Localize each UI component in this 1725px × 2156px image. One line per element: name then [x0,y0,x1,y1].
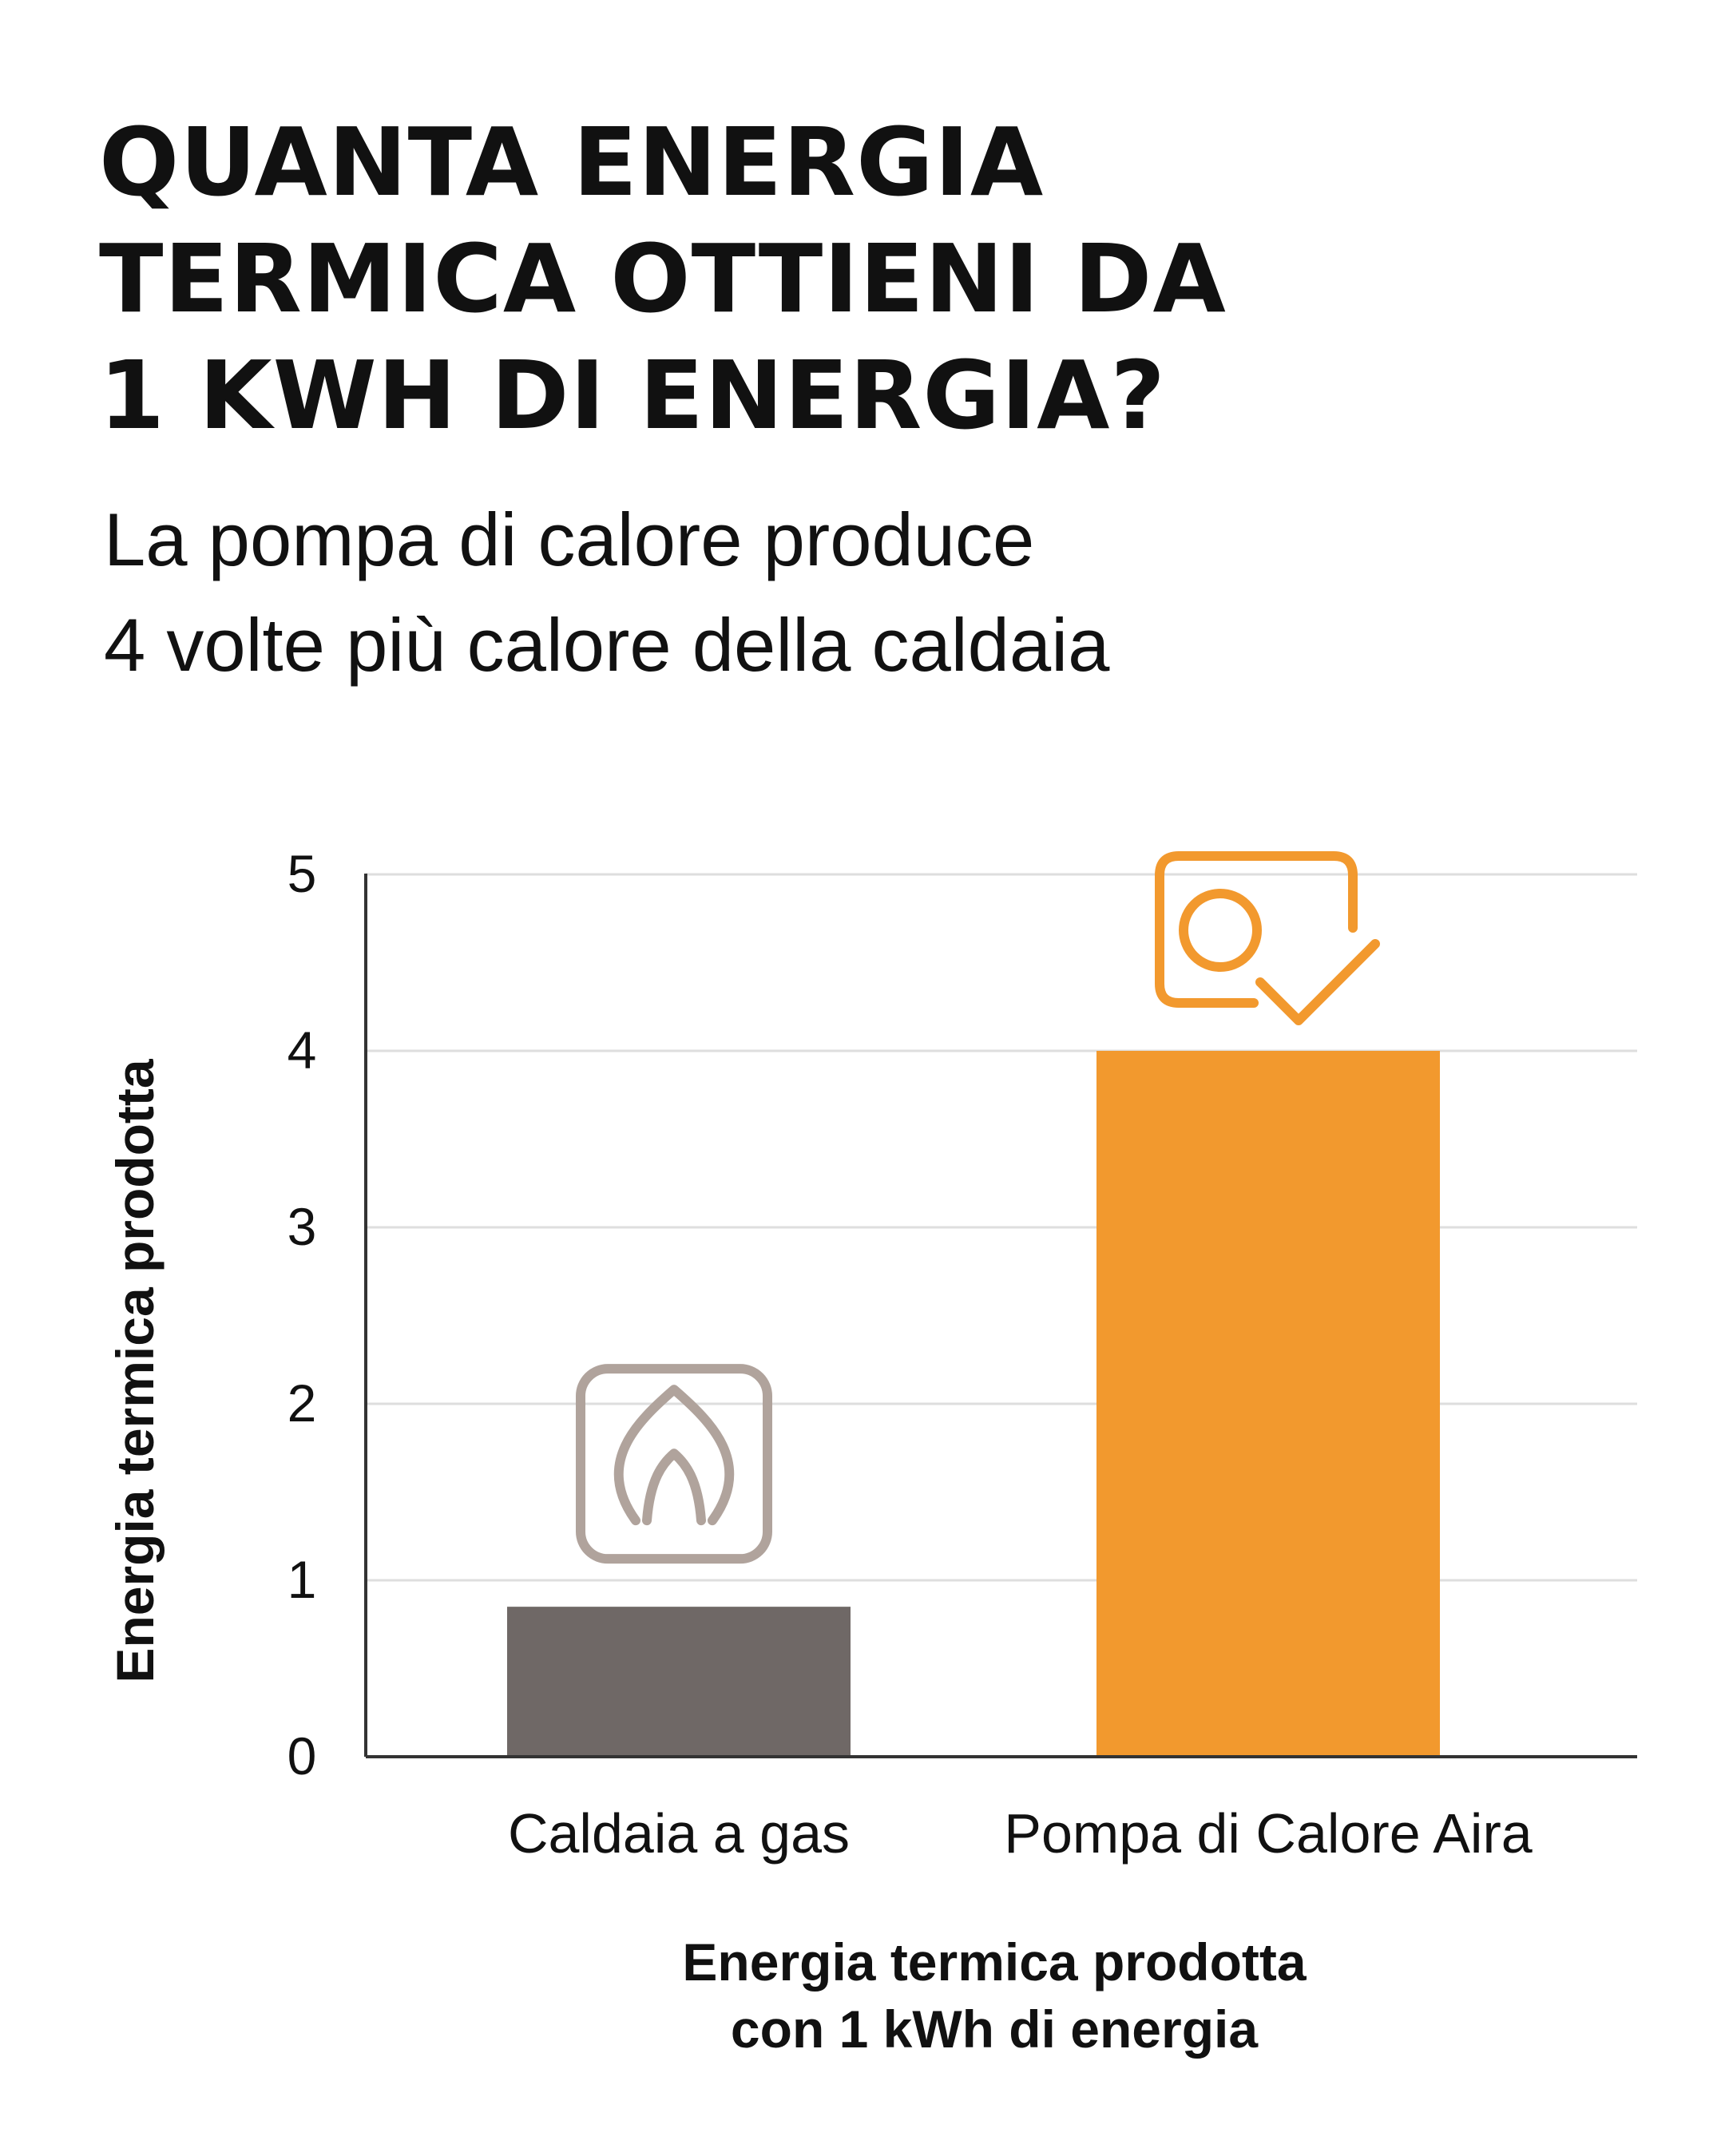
y-tick-label: 5 [288,844,317,903]
subtitle-line-2: 4 volte più calore della caldaia [104,603,1110,687]
y-tick-label: 0 [288,1726,317,1785]
x-axis-title-line-2: con 1 kWh di energia [730,1999,1259,2059]
flame-icon [576,1364,772,1564]
y-tick-label: 2 [288,1373,317,1433]
bar-heat-pump-check [1096,1051,1440,1757]
x-tick-label: Pompa di Calore Aira [1004,1802,1533,1865]
gridlines [366,873,1637,1582]
title-line-3: 1 KWH DI ENERGIA? [99,340,1166,450]
axis-labels: 0 1 2 3 4 5 Caldaia a gas Pompa di Calore Aira E… [105,844,1533,1865]
y-tick-label: 1 [288,1550,317,1609]
title-line-1: QUANTA ENERGIA [99,107,1045,217]
heat-pump-check-icon [1155,851,1380,1025]
y-tick-label: 4 [288,1021,317,1080]
subtitle: La pompa di calore produce 4 volte più c… [104,487,1109,698]
page-title: QUANTA ENERGIA TERMICA OTTIENI DA 1 KWH … [99,104,1227,454]
bar-flame [507,1607,851,1757]
axes [364,874,1637,1758]
subtitle-line-1: La pompa di calore produce [104,497,1035,581]
bar-icons [576,851,1380,1564]
y-tick-label: 3 [288,1197,317,1256]
bars [507,1051,1440,1757]
title-line-2: TERMICA OTTIENI DA [99,224,1227,334]
x-axis-title: Energia termica prodotta con 1 kWh di en… [0,1928,1725,2063]
x-tick-label: Caldaia a gas [508,1802,850,1865]
y-axis-title: Energia termica prodotta [105,1058,165,1682]
x-axis-title-line-1: Energia termica prodotta [682,1932,1307,1992]
